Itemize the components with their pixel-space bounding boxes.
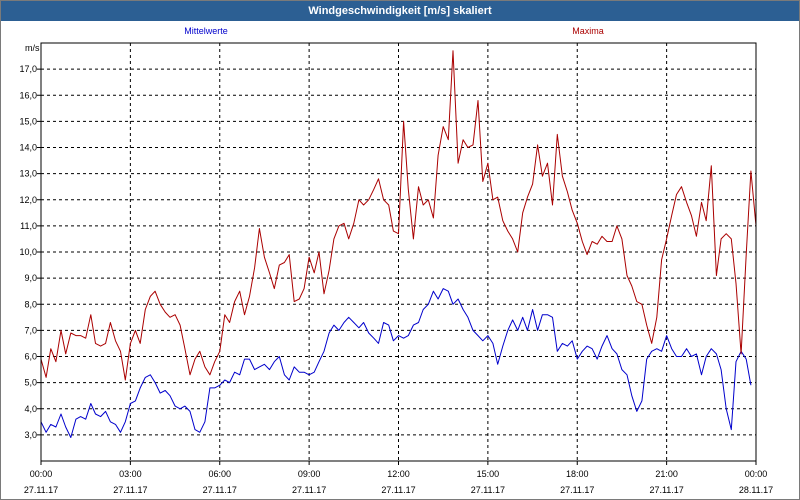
y-tick-label: 16,0 xyxy=(19,90,37,100)
x-tick-date-label: 28.11.17 xyxy=(739,485,773,495)
y-tick-label: 15,0 xyxy=(19,116,37,126)
x-axis-tick-labels: 00:00 27.11.17 03:00 27.11.17 06:00 27.11.17 0… xyxy=(24,469,773,495)
y-tick-label: 13,0 xyxy=(19,169,37,179)
y-tick-label: 12,0 xyxy=(19,195,37,205)
x-tick-date-label: 27.11.17 xyxy=(203,485,237,495)
x-tick-time-label: 18:00 xyxy=(566,469,589,479)
x-tick-time-label: 06:00 xyxy=(208,469,231,479)
y-axis-unit-label: m/s xyxy=(25,43,40,53)
grid-lines xyxy=(37,43,757,465)
y-tick-label: 4,0 xyxy=(24,404,37,414)
y-tick-label: 6,0 xyxy=(24,352,37,362)
x-tick-time-label: 00:00 xyxy=(745,469,768,479)
x-tick-time-label: 00:00 xyxy=(30,469,53,479)
x-tick-date-label: 27.11.17 xyxy=(471,485,505,495)
x-tick-time-label: 09:00 xyxy=(298,469,321,479)
x-tick-date-label: 27.11.17 xyxy=(381,485,415,495)
x-tick-date-label: 27.11.17 xyxy=(113,485,147,495)
y-axis-tick-labels: 3,0 4,0 5,0 6,0 7,0 8,0 9,0 10,0 11,0 12,0 13,0 14,… xyxy=(19,64,37,440)
y-tick-label: 14,0 xyxy=(19,143,37,153)
legend-mittelwerte: Mittelwerte xyxy=(184,26,228,36)
series-line-mittelwerte xyxy=(40,288,752,438)
x-tick-time-label: 15:00 xyxy=(477,469,500,479)
y-tick-label: 7,0 xyxy=(24,325,37,335)
y-tick-label: 9,0 xyxy=(24,273,37,283)
x-tick-date-label: 27.11.17 xyxy=(649,485,683,495)
series-layer xyxy=(40,50,757,438)
series-line-maxima xyxy=(40,50,757,381)
y-tick-label: 3,0 xyxy=(24,430,37,440)
y-tick-label: 8,0 xyxy=(24,299,37,309)
plot-area-border xyxy=(40,42,757,462)
chart-title: Windgeschwindigkeit [m/s] skaliert xyxy=(1,1,799,21)
x-tick-time-label: 21:00 xyxy=(655,469,678,479)
y-tick-label: 17,0 xyxy=(19,64,37,74)
x-tick-date-label: 27.11.17 xyxy=(24,485,58,495)
x-tick-date-label: 27.11.17 xyxy=(560,485,594,495)
y-tick-label: 5,0 xyxy=(24,378,37,388)
x-tick-time-label: 12:00 xyxy=(387,469,410,479)
x-tick-date-label: 27.11.17 xyxy=(292,485,326,495)
y-tick-label: 11,0 xyxy=(20,221,37,231)
y-tick-label: 10,0 xyxy=(19,247,37,257)
legend-maxima: Maxima xyxy=(572,26,604,36)
x-tick-time-label: 03:00 xyxy=(119,469,142,479)
